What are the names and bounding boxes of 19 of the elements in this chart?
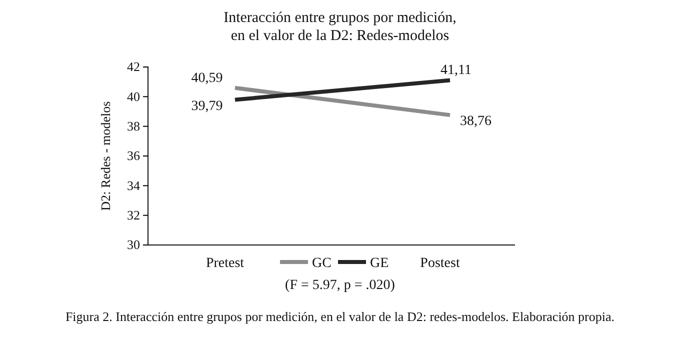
y-axis-title: D2: Redes - modelos <box>98 101 113 211</box>
y-tick-label: 42 <box>127 59 140 74</box>
x-tick-label: Pretest <box>206 256 244 271</box>
legend-label: GC <box>312 256 332 271</box>
y-tick-label: 38 <box>127 118 140 134</box>
data-label: 40,59 <box>191 70 223 86</box>
data-label: 38,76 <box>460 114 492 130</box>
data-label: 41,11 <box>440 63 472 78</box>
data-label: 39,79 <box>191 98 223 114</box>
y-tick-label: 40 <box>127 88 140 104</box>
chart-title: Interacción entre grupos por medición, en el valor de la D2: Redes-modelos <box>224 10 456 44</box>
x-tick-label: Postest <box>420 256 460 271</box>
y-tick-label: 32 <box>127 207 140 222</box>
y-tick-label: 36 <box>127 148 140 164</box>
legend-label: GE <box>370 256 389 271</box>
y-tick-label: 30 <box>127 237 140 252</box>
text: (F = 5.97, p = .020) <box>285 278 396 293</box>
text: Figura 2. Interacción entre grupos por medición, en el valor de la D2: redes-modelos. Elaboración propia. <box>65 309 615 324</box>
y-tick-label: 34 <box>127 178 140 193</box>
